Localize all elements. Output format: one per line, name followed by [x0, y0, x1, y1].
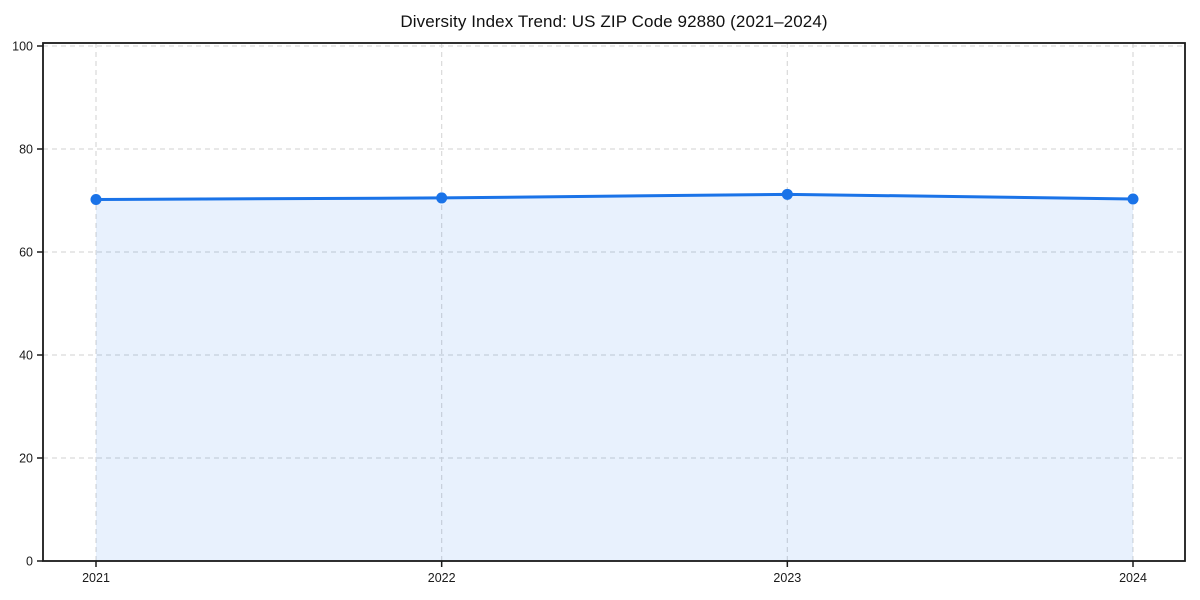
- y-tick-label: 80: [19, 142, 33, 156]
- data-point[interactable]: [90, 193, 102, 205]
- area-fill: [96, 194, 1133, 561]
- y-tick-label: 60: [19, 245, 33, 259]
- data-point[interactable]: [781, 188, 793, 200]
- data-point[interactable]: [1127, 193, 1139, 205]
- data-point[interactable]: [436, 192, 448, 204]
- chart-title: Diversity Index Trend: US ZIP Code 92880…: [400, 12, 828, 31]
- y-tick-label: 100: [12, 39, 33, 53]
- x-tick-label: 2023: [773, 571, 801, 585]
- x-tick-label: 2024: [1119, 571, 1147, 585]
- y-tick-label: 20: [19, 451, 33, 465]
- y-tick-label: 40: [19, 348, 33, 362]
- axis-spines: [42, 42, 1186, 562]
- y-tick-label: 0: [26, 554, 33, 568]
- trend-line: [94, 192, 1135, 201]
- x-tick-label: 2021: [82, 571, 110, 585]
- x-tick-label: 2022: [428, 571, 456, 585]
